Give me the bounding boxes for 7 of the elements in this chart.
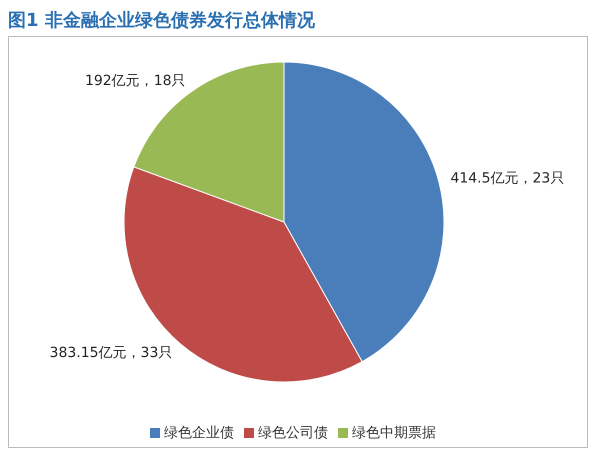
- data-label: 383.15亿元，33只: [50, 344, 172, 361]
- legend-label: 绿色公司债: [258, 425, 328, 441]
- legend-label: 绿色中期票据: [352, 425, 436, 441]
- chart-title: 图1 非金融企业绿色债券发行总体情况: [8, 9, 316, 33]
- data-label: 192亿元，18只: [84, 72, 186, 89]
- legend-label: 绿色企业债: [164, 425, 234, 441]
- data-label: 414.5亿元，23只: [450, 170, 564, 187]
